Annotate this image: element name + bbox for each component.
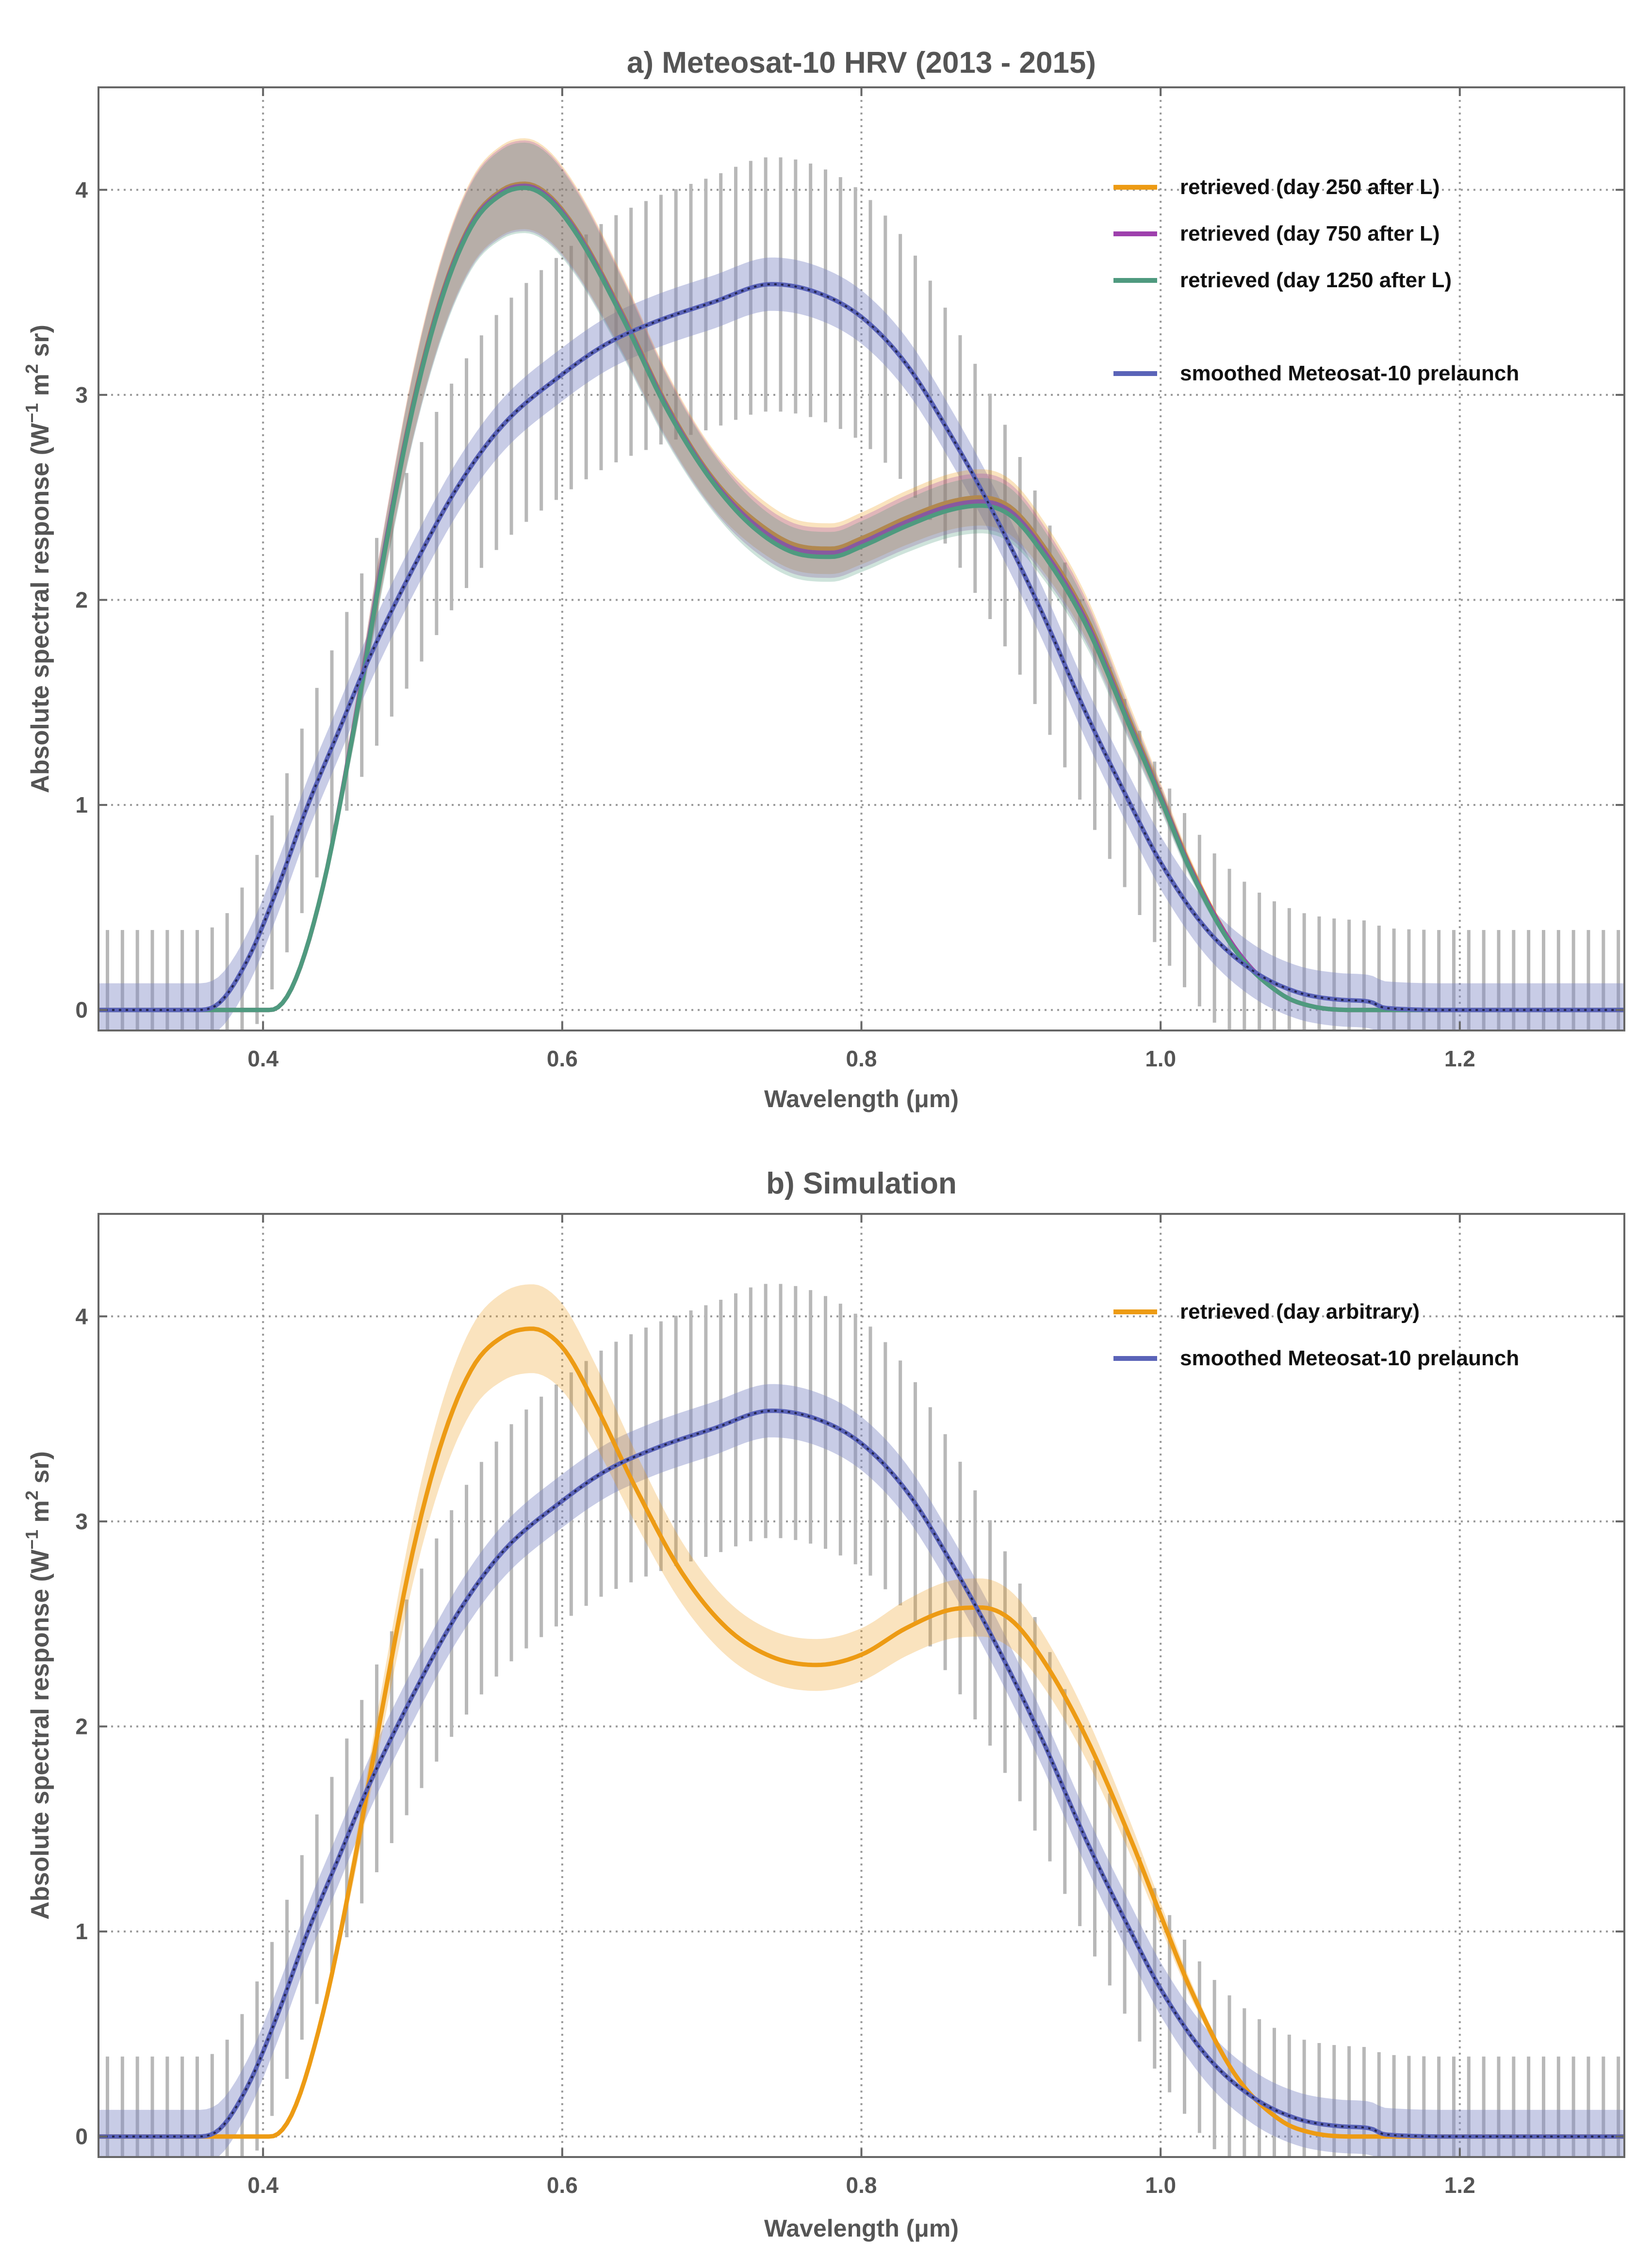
x-tick-label: 1.2 (1444, 1046, 1475, 1071)
y-tick-label: 1 (75, 1919, 88, 1944)
chart-title: a) Meteosat-10 HRV (2013 - 2015) (627, 46, 1096, 80)
x-tick-label: 1.2 (1444, 2173, 1475, 2198)
x-tick-label: 0.6 (547, 2173, 578, 2198)
x-tick-label: 0.4 (247, 1046, 278, 1071)
y-tick-label: 2 (75, 1714, 88, 1739)
series-line-1 (98, 1326, 1624, 2139)
y-tick-label: 0 (75, 2124, 88, 2149)
y-tick-label: 2 (75, 588, 88, 613)
y-tick-label: 3 (75, 1509, 88, 1534)
y-tick-label: 3 (75, 382, 88, 408)
legend-label: smoothed Meteosat-10 prelaunch (1180, 361, 1519, 385)
x-tick-label: 1.0 (1145, 2173, 1176, 2198)
legend-label: retrieved (day 750 after L) (1180, 222, 1440, 245)
axis-ticks: 0.4 0.6 0.8 1.0 1.2 0 1 2 3 4 (75, 87, 1624, 1071)
y-tick-label: 4 (75, 1304, 88, 1329)
reference-line-dots (98, 283, 1624, 1011)
x-tick-label: 1.0 (1145, 1046, 1176, 1071)
plot-area (98, 138, 1624, 1030)
y-tick-label: 0 (75, 997, 88, 1023)
series-band-1 (98, 1284, 1624, 2139)
reference-confidence-band (98, 1384, 1624, 2157)
y-tick-label: 1 (75, 792, 88, 817)
y-axis-label: Absolute spectral response (W−1 m2 sr) (22, 325, 54, 793)
x-axis-label: Wavelength (μm) (764, 2215, 959, 2242)
x-tick-label: 0.8 (846, 2173, 877, 2198)
x-tick-label: 0.8 (846, 1046, 877, 1071)
axis-ticks: 0.4 0.6 0.8 1.0 1.2 0 1 2 3 4 (75, 1214, 1624, 2198)
legend-label: retrieved (day 1250 after L) (1180, 268, 1452, 292)
x-axis-label: Wavelength (μm) (764, 1085, 959, 1112)
series-line-3 (98, 185, 1624, 1013)
x-tick-label: 0.4 (247, 2173, 278, 2198)
legend: retrieved (day 250 after L) retrieved (da… (1113, 175, 1519, 385)
reference-line-dots (98, 1409, 1624, 2138)
plot-area (98, 1284, 1624, 2157)
x-tick-label: 0.6 (547, 1046, 578, 1071)
chart-panel-a: 0.4 0.6 0.8 1.0 1.2 0 1 2 3 4 a) Meteosat-10 HRV (… (22, 46, 1625, 1112)
chart-title: b) Simulation (766, 1167, 957, 1200)
chart-panel-b: 0.4 0.6 0.8 1.0 1.2 0 1 2 3 4 b) Simulation Wavelen… (22, 1167, 1625, 2242)
legend-label: smoothed Meteosat-10 prelaunch (1180, 1346, 1519, 1370)
legend-label: retrieved (day 250 after L) (1180, 175, 1440, 199)
legend: retrieved (day arbitrary) smoothed Meteos… (1113, 1300, 1519, 1370)
y-axis-label: Absolute spectral response (W−1 m2 sr) (22, 1451, 54, 1920)
legend-label: retrieved (day arbitrary) (1180, 1300, 1420, 1324)
y-tick-label: 4 (75, 177, 88, 202)
